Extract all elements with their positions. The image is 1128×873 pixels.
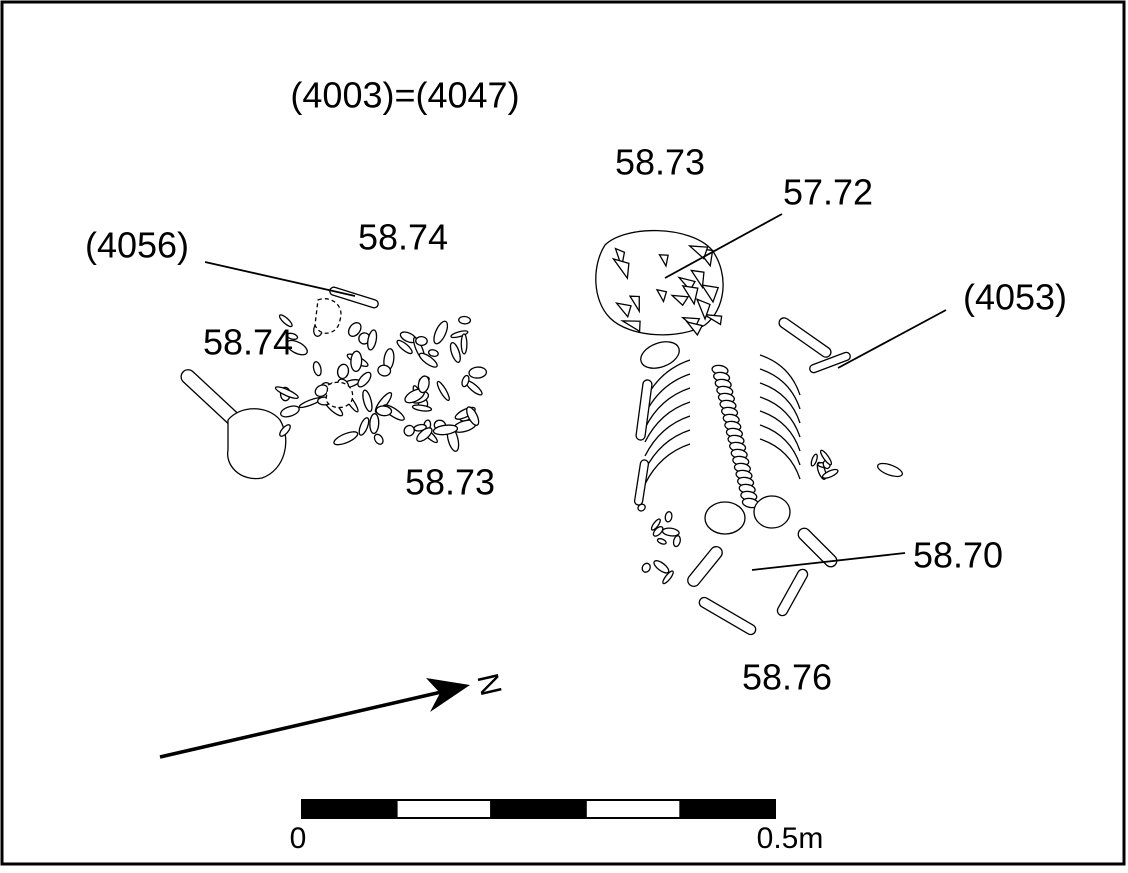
scale-start: 0 — [290, 822, 307, 855]
level-label: 58.70 — [913, 535, 1003, 576]
level-label: 58.74 — [203, 322, 293, 363]
bone — [228, 409, 286, 479]
scale-segment — [491, 800, 586, 818]
bone — [458, 316, 470, 324]
frame — [2, 2, 1124, 864]
scale-bar — [302, 800, 775, 818]
scale-end: 0.5m — [757, 822, 824, 855]
bone — [350, 351, 362, 372]
bone — [461, 334, 467, 354]
scale-segment — [680, 800, 775, 818]
scale-segment — [586, 800, 681, 818]
scale-segment — [302, 800, 397, 818]
level-label: 58.73 — [615, 142, 705, 183]
plan-drawing: (4003)=(4047) (4056) (4053) 58.73 57.72 … — [0, 0, 1128, 868]
bone — [705, 502, 745, 534]
context-label: (4056) — [85, 225, 189, 266]
level-label: 58.76 — [742, 657, 832, 698]
bone — [326, 382, 353, 407]
scale-segment — [397, 800, 492, 818]
bone — [369, 413, 379, 433]
bone — [754, 496, 790, 528]
level-label: 58.74 — [358, 217, 448, 258]
bone — [416, 336, 428, 345]
level-label: 58.73 — [405, 462, 495, 503]
level-label: 57.72 — [783, 172, 873, 213]
bone — [596, 231, 723, 335]
context-label: (4053) — [963, 277, 1067, 318]
title: (4003)=(4047) — [290, 75, 519, 116]
